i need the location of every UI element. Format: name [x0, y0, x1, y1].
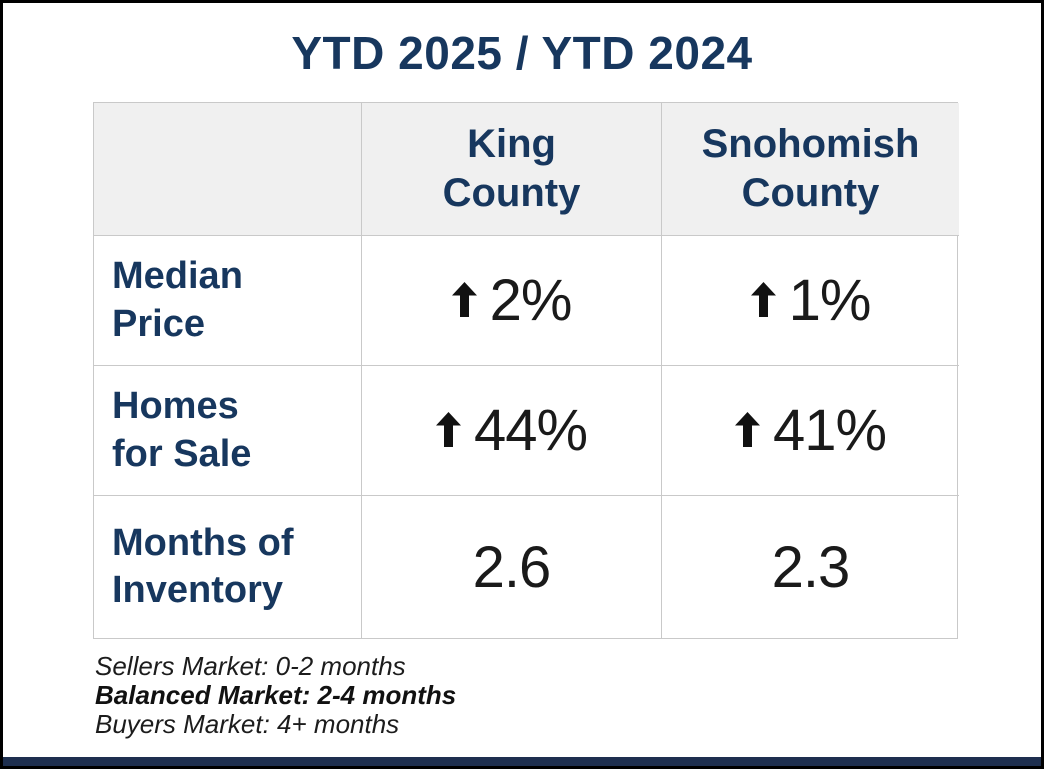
- value-cell-homes-for-sale-king: 44%: [362, 366, 662, 496]
- row-label-text: Median: [112, 255, 243, 298]
- row-label-text: Inventory: [112, 569, 284, 611]
- title-area: YTD 2025 / YTD 2024: [3, 3, 1041, 102]
- column-header-text: King: [467, 122, 556, 167]
- value-cell-months-inventory-snohomish: 2.3: [662, 496, 959, 638]
- up-arrow-icon: [734, 412, 760, 447]
- up-arrow-icon: [451, 282, 477, 317]
- value-cell-median-price-snohomish: 1%: [662, 236, 959, 366]
- row-label-text: Homes: [112, 385, 239, 428]
- legend-balanced-market: Balanced Market: 2-4 months: [95, 680, 457, 710]
- page-title: YTD 2025 / YTD 2024: [291, 26, 753, 79]
- column-header-king-county: King County: [362, 103, 662, 236]
- row-label-text: Price: [112, 302, 205, 345]
- value-cell-homes-for-sale-snohomish: 41%: [662, 366, 959, 496]
- value-cell-months-inventory-king: 2.6: [362, 496, 662, 638]
- value-cell-median-price-king: 2%: [362, 236, 662, 366]
- stats-table: King County Snohomish County Median Pric…: [93, 102, 959, 639]
- legend-sellers-market: Sellers Market: 0-2 months: [95, 651, 406, 681]
- up-arrow-icon: [435, 412, 461, 447]
- up-arrow-icon: [750, 282, 776, 317]
- row-label-text: Months of: [112, 521, 294, 564]
- corner-header-cell: [94, 103, 362, 236]
- row-label-median-price: Median Price: [94, 236, 362, 366]
- stat-value: 2.3: [771, 534, 851, 600]
- stat-value: 1%: [788, 268, 872, 333]
- footer-accent-bar: [3, 757, 1041, 766]
- column-header-text: County: [741, 171, 880, 215]
- legend-buyers-market: Buyers Market: 4+ months: [95, 709, 400, 739]
- row-label-months-of-inventory: Months of Inventory: [94, 496, 362, 638]
- market-legend: Sellers Market: 0-2 months Balanced Mark…: [95, 652, 1041, 739]
- column-header-text: County: [442, 171, 581, 215]
- stat-value: 41%: [772, 398, 887, 463]
- stat-value: 2.6: [472, 534, 552, 600]
- column-header-snohomish-county: Snohomish County: [662, 103, 959, 236]
- stat-value: 44%: [473, 398, 588, 463]
- row-label-text: for Sale: [112, 432, 252, 475]
- column-header-text: Snohomish: [701, 122, 920, 167]
- row-label-homes-for-sale: Homes for Sale: [94, 366, 362, 496]
- stat-value: 2%: [489, 268, 573, 333]
